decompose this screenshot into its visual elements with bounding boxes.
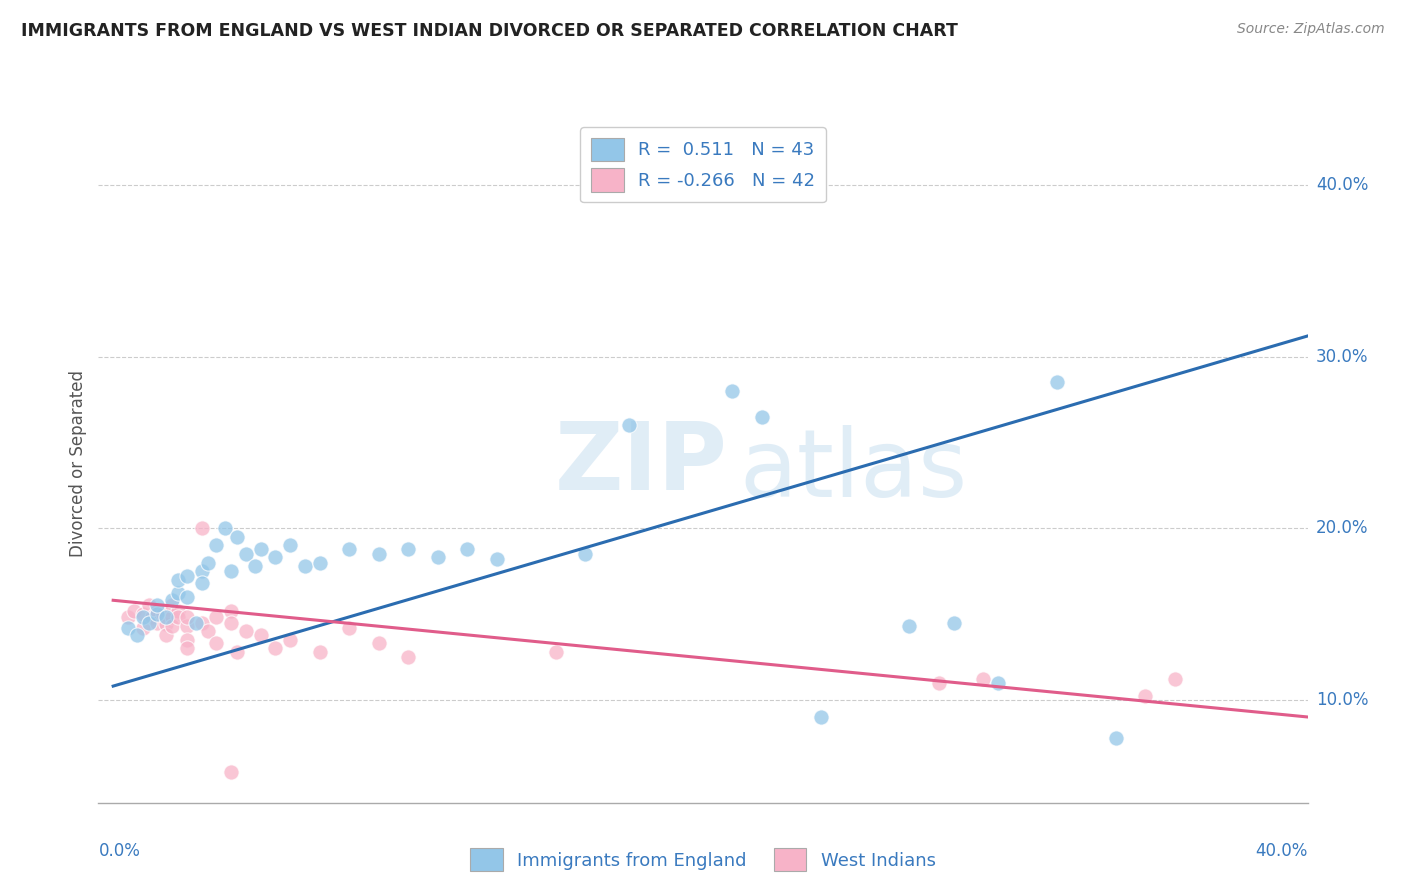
- Point: [426, 550, 449, 565]
- Point: [972, 672, 994, 686]
- Point: [942, 615, 965, 630]
- Point: [278, 538, 301, 552]
- Point: [619, 418, 641, 433]
- Point: [160, 599, 183, 613]
- Text: Source: ZipAtlas.com: Source: ZipAtlas.com: [1237, 22, 1385, 37]
- Text: 20.0%: 20.0%: [1316, 519, 1368, 537]
- Point: [810, 710, 832, 724]
- Point: [367, 636, 389, 650]
- Point: [544, 645, 567, 659]
- Point: [146, 615, 169, 630]
- Point: [337, 621, 360, 635]
- Point: [176, 641, 198, 656]
- Text: 10.0%: 10.0%: [1316, 690, 1368, 709]
- Point: [214, 521, 236, 535]
- Point: [160, 610, 183, 624]
- Point: [226, 645, 249, 659]
- Point: [167, 610, 190, 624]
- Point: [205, 610, 228, 624]
- Point: [987, 675, 1010, 690]
- Point: [456, 541, 478, 556]
- Point: [190, 521, 212, 535]
- Text: 0.0%: 0.0%: [98, 842, 141, 860]
- Point: [146, 599, 169, 613]
- Point: [117, 610, 139, 624]
- Point: [122, 604, 145, 618]
- Point: [751, 409, 773, 424]
- Point: [1135, 690, 1157, 704]
- Point: [249, 541, 271, 556]
- Point: [396, 649, 419, 664]
- Point: [337, 541, 360, 556]
- Point: [160, 619, 183, 633]
- Point: [308, 556, 330, 570]
- Point: [138, 599, 160, 613]
- Y-axis label: Divorced or Separated: Divorced or Separated: [69, 370, 87, 558]
- Text: atlas: atlas: [740, 425, 967, 516]
- Point: [485, 552, 508, 566]
- Point: [117, 621, 139, 635]
- Point: [176, 610, 198, 624]
- Point: [176, 590, 198, 604]
- Text: 30.0%: 30.0%: [1316, 348, 1368, 366]
- Point: [131, 610, 153, 624]
- Point: [125, 627, 148, 641]
- Point: [141, 610, 163, 624]
- Text: 40.0%: 40.0%: [1256, 842, 1308, 860]
- Point: [167, 586, 190, 600]
- Point: [190, 615, 212, 630]
- Text: 40.0%: 40.0%: [1316, 176, 1368, 194]
- Point: [235, 547, 257, 561]
- Point: [155, 627, 177, 641]
- Text: IMMIGRANTS FROM ENGLAND VS WEST INDIAN DIVORCED OR SEPARATED CORRELATION CHART: IMMIGRANTS FROM ENGLAND VS WEST INDIAN D…: [21, 22, 957, 40]
- Point: [898, 619, 921, 633]
- Legend: Immigrants from England, West Indians: Immigrants from England, West Indians: [463, 841, 943, 879]
- Point: [278, 632, 301, 647]
- Point: [308, 645, 330, 659]
- Point: [131, 607, 153, 621]
- Point: [243, 558, 266, 573]
- Point: [367, 547, 389, 561]
- Point: [219, 604, 242, 618]
- Point: [176, 569, 198, 583]
- Point: [167, 573, 190, 587]
- Point: [1164, 672, 1187, 686]
- Point: [219, 564, 242, 578]
- Point: [219, 615, 242, 630]
- Point: [721, 384, 744, 398]
- Point: [176, 632, 198, 647]
- Point: [249, 627, 271, 641]
- Point: [396, 541, 419, 556]
- Point: [155, 610, 177, 624]
- Point: [219, 764, 242, 779]
- Point: [264, 550, 287, 565]
- Point: [264, 641, 287, 656]
- Point: [190, 564, 212, 578]
- Point: [167, 604, 190, 618]
- Point: [1046, 376, 1069, 390]
- Point: [235, 624, 257, 639]
- Point: [1105, 731, 1128, 745]
- Point: [176, 619, 198, 633]
- Point: [294, 558, 316, 573]
- Point: [138, 615, 160, 630]
- Point: [146, 604, 169, 618]
- Point: [160, 593, 183, 607]
- Point: [146, 607, 169, 621]
- Point: [574, 547, 596, 561]
- Legend: R =  0.511   N = 43, R = -0.266   N = 42: R = 0.511 N = 43, R = -0.266 N = 42: [581, 128, 825, 202]
- Point: [131, 621, 153, 635]
- Point: [184, 615, 207, 630]
- Point: [197, 624, 219, 639]
- Point: [152, 607, 174, 621]
- Point: [190, 576, 212, 591]
- Point: [205, 636, 228, 650]
- Point: [155, 617, 177, 632]
- Text: ZIP: ZIP: [554, 417, 727, 510]
- Point: [928, 675, 950, 690]
- Point: [226, 530, 249, 544]
- Point: [205, 538, 228, 552]
- Point: [197, 556, 219, 570]
